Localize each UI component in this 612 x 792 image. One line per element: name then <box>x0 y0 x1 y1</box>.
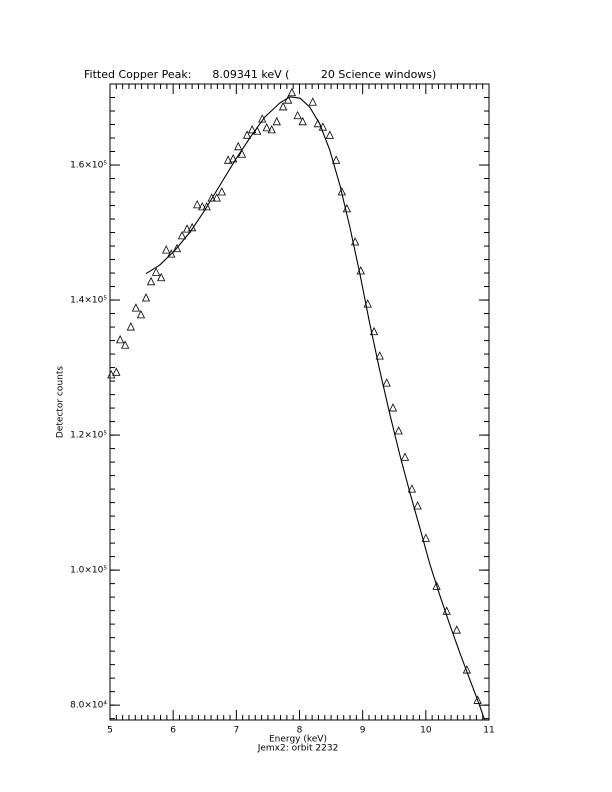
data-point <box>293 110 302 120</box>
y-tick-label: 1.0×10⁵ <box>70 566 107 576</box>
data-point <box>283 95 293 104</box>
y-tick-label: 8.0×10⁴ <box>70 701 107 711</box>
data-point <box>331 155 341 164</box>
data-point <box>121 340 130 349</box>
data-point <box>452 625 461 634</box>
x-tick-label: 10 <box>420 726 432 736</box>
y-tick-label: 1.4×10⁵ <box>70 296 107 306</box>
data-point <box>247 125 257 134</box>
subtitle: Jemx2: orbit 2232 <box>257 744 339 754</box>
x-tick-label: 8 <box>297 726 303 736</box>
data-point <box>151 267 161 276</box>
data-point <box>287 87 297 97</box>
data-point <box>172 243 182 253</box>
data-point <box>473 695 482 704</box>
data-point <box>394 426 403 435</box>
data-point <box>382 378 391 387</box>
data-point <box>115 334 125 344</box>
data-point <box>182 224 192 233</box>
data-point <box>198 201 207 211</box>
data-point <box>126 322 135 331</box>
x-axis-label: Energy (keV) <box>269 735 327 745</box>
data-point <box>272 116 281 126</box>
data-point <box>325 130 334 139</box>
y-tick-label: 1.2×10⁵ <box>70 431 107 441</box>
data-point <box>413 501 422 510</box>
data-point <box>400 452 410 461</box>
data-point <box>207 193 216 202</box>
data-point <box>193 199 202 209</box>
x-tick-label: 9 <box>360 726 366 736</box>
x-tick-label: 7 <box>233 726 239 736</box>
data-point <box>162 245 171 254</box>
fit-line <box>145 96 486 721</box>
data-point <box>177 231 187 240</box>
data-point <box>217 187 226 196</box>
data-point <box>136 310 146 319</box>
data-point <box>223 155 233 164</box>
data-point <box>131 303 141 312</box>
data-point <box>237 149 247 158</box>
data-point <box>375 351 384 360</box>
data-point <box>229 154 238 163</box>
data-point <box>167 249 176 258</box>
data-point <box>298 116 307 126</box>
data-point <box>234 141 243 151</box>
data-point <box>112 367 121 376</box>
data-point <box>421 533 430 542</box>
data-point <box>369 326 379 336</box>
data-point <box>141 293 151 302</box>
chart-title: Fitted Copper Peak: 8.09341 keV ( 20 Sci… <box>84 68 436 81</box>
data-point <box>242 130 252 139</box>
data-point <box>388 403 398 412</box>
data-point <box>262 122 271 132</box>
data-point <box>308 97 317 106</box>
x-tick-label: 11 <box>483 726 494 736</box>
x-tick-label: 6 <box>170 726 176 736</box>
data-point <box>267 125 276 134</box>
data-point <box>278 102 288 111</box>
data-point <box>202 201 211 211</box>
y-axis-label: Detector counts <box>56 366 66 438</box>
data-point <box>146 276 156 286</box>
data-point <box>212 193 221 202</box>
x-tick-label: 5 <box>107 726 113 736</box>
data-point <box>157 272 166 282</box>
data-point <box>432 581 441 590</box>
data-point <box>407 484 417 493</box>
y-tick-label: 1.6×10⁵ <box>70 161 107 171</box>
